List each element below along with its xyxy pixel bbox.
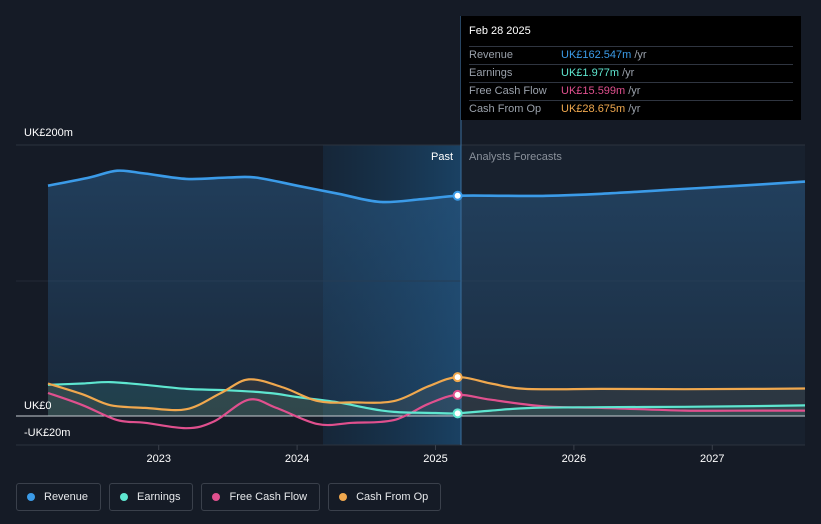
legend-label: Revenue xyxy=(44,491,89,503)
free-cash-flow-marker xyxy=(452,389,463,400)
x-axis-ticks: 2023 2024 2025 2026 2027 xyxy=(146,445,725,465)
legend-label: Cash From Op xyxy=(356,491,429,503)
tooltip-value: UK£1.977m xyxy=(561,67,620,79)
legend-item-earnings[interactable]: Earnings xyxy=(109,483,194,511)
x-tick-label-2026: 2026 xyxy=(562,453,586,465)
tooltip-label: Cash From Op xyxy=(469,103,542,115)
legend-dot-icon xyxy=(212,493,221,501)
tooltip-unit: /yr xyxy=(628,85,641,97)
tooltip-unit: /yr xyxy=(628,103,641,115)
revenue-area xyxy=(48,170,805,416)
cash-from-op-line xyxy=(47,375,806,412)
legend-item-cash-from-op[interactable]: Cash From Op xyxy=(328,483,442,511)
tooltip-date: Feb 28 2025 xyxy=(469,24,793,47)
tooltip-label: Free Cash Flow xyxy=(469,85,547,97)
legend-item-free-cash-flow[interactable]: Free Cash Flow xyxy=(201,483,321,511)
x-tick-label-2023: 2023 xyxy=(146,453,170,465)
tooltip-value: UK£15.599m xyxy=(561,85,626,97)
legend-dot-icon xyxy=(27,493,35,501)
past-label: Past xyxy=(431,151,453,163)
y-label-neg: -UK£20m xyxy=(24,427,70,439)
earnings-line xyxy=(47,380,806,415)
legend: Revenue Earnings Free Cash Flow Cash Fro… xyxy=(16,483,442,511)
x-tick-label-2025: 2025 xyxy=(423,453,447,465)
y-label-top: UK£200m xyxy=(24,127,73,139)
tooltip-row-earnings: Earnings UK£1.977m /yr xyxy=(469,65,793,83)
legend-label: Earnings xyxy=(137,491,181,503)
forecast-label: Analysts Forecasts xyxy=(469,151,562,163)
tooltip-row-free-cash-flow: Free Cash Flow UK£15.599m /yr xyxy=(469,83,793,101)
cash-from-op-marker xyxy=(452,372,463,383)
tooltip-label: Revenue xyxy=(469,49,514,61)
legend-dot-icon xyxy=(120,493,129,501)
tooltip-value: UK£162.547m xyxy=(561,49,632,61)
tooltip: Feb 28 2025 Revenue UK£162.547m /yr Earn… xyxy=(461,16,801,120)
revenue-line xyxy=(47,169,806,204)
revenue-marker xyxy=(452,190,463,201)
x-tick-label-2027: 2027 xyxy=(700,453,724,465)
legend-dot-icon xyxy=(339,493,348,501)
earnings-marker xyxy=(452,408,463,419)
tooltip-unit: /yr xyxy=(622,67,635,79)
tooltip-label: Earnings xyxy=(469,67,513,79)
legend-label: Free Cash Flow xyxy=(229,491,308,503)
y-label-zero: UK£0 xyxy=(24,400,52,412)
legend-item-revenue[interactable]: Revenue xyxy=(16,483,102,511)
x-tick-label-2024: 2024 xyxy=(285,453,309,465)
tooltip-value: UK£28.675m xyxy=(561,103,626,115)
tooltip-row-cash-from-op: Cash From Op UK£28.675m /yr xyxy=(469,101,793,118)
tooltip-unit: /yr xyxy=(634,49,647,61)
tooltip-row-revenue: Revenue UK£162.547m /yr xyxy=(469,47,793,65)
